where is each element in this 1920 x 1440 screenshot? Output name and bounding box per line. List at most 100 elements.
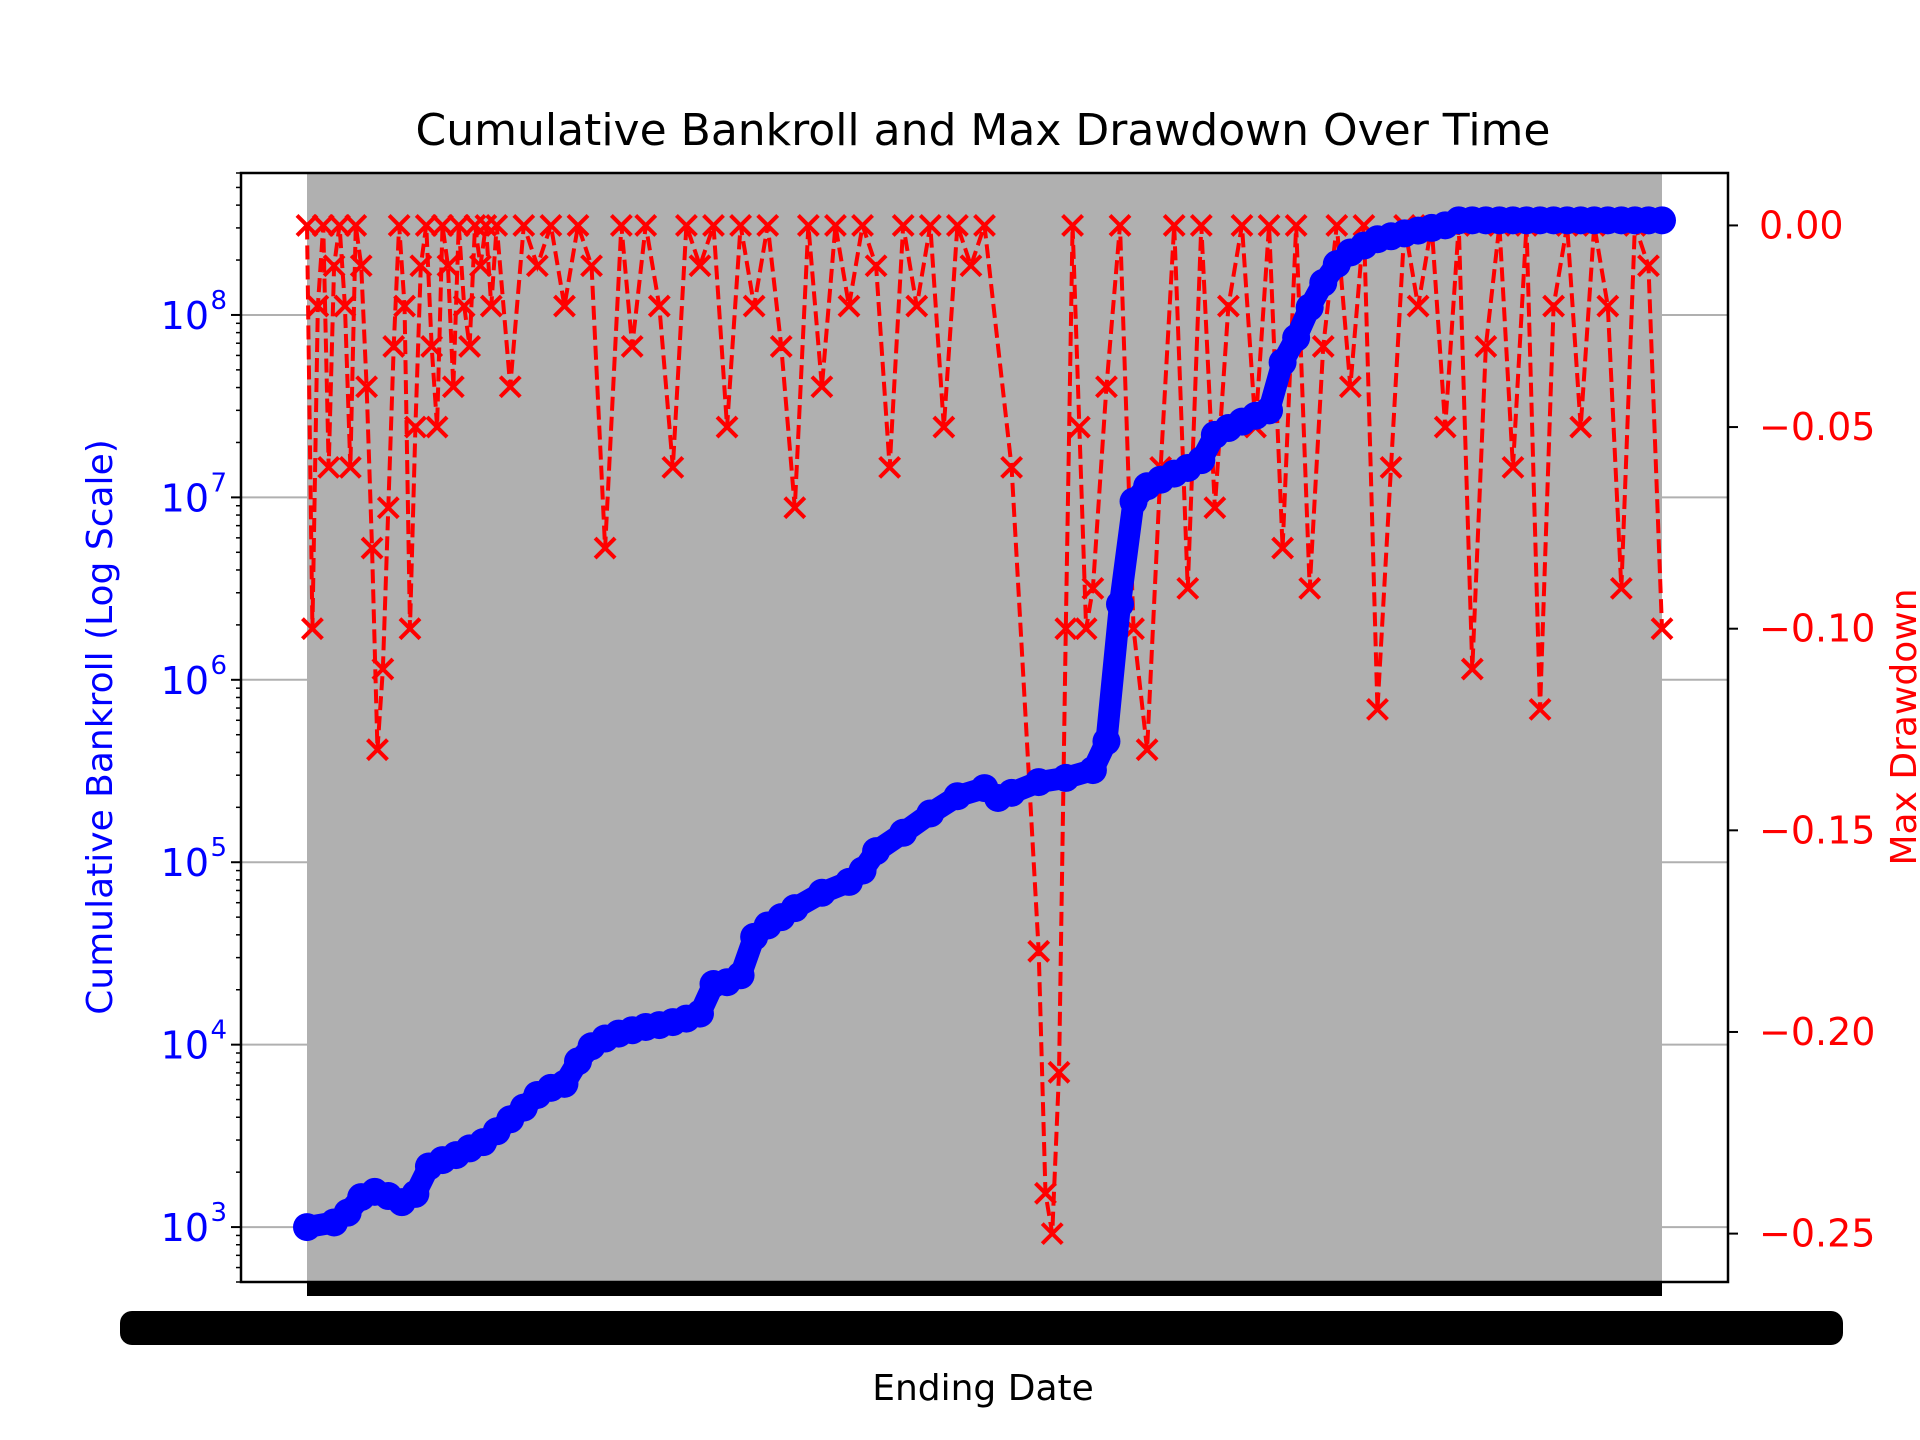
right-tick-label: −0.25: [1759, 1212, 1875, 1256]
drawdown-marker: [1528, 697, 1552, 721]
drawdown-marker: [1379, 455, 1403, 479]
bankroll-marker: [1078, 756, 1107, 785]
drawdown-marker: [469, 254, 492, 278]
drawdown-marker: [512, 214, 536, 237]
left-tick-label: 10: [161, 476, 209, 520]
drawdown-marker: [452, 294, 476, 318]
drawdown-marker: [810, 375, 834, 399]
plot-frame: [239, 171, 1730, 1284]
drawdown-marker: [1176, 576, 1200, 600]
drawdown-marker: [1189, 214, 1213, 237]
drawdown-marker: [1650, 617, 1674, 641]
left-axis-label: Cumulative Bankroll (Log Scale): [80, 439, 121, 1015]
right-tick-label: −0.20: [1759, 1010, 1875, 1054]
drawdown-marker: [420, 334, 444, 358]
drawdown-marker: [580, 254, 603, 278]
drawdown-marker: [431, 214, 454, 237]
bankroll-marker: [1648, 206, 1676, 235]
right-y-axis: 0.00 −0.05 −0.10 −0.15 −0.20 −0.25: [1728, 203, 1875, 1256]
left-tick-label: 10: [161, 659, 209, 703]
drawdown-marker: [1542, 294, 1566, 318]
drawdown-marker: [1569, 415, 1593, 439]
bankroll-marker: [889, 818, 918, 847]
drawdown-marker: [1230, 214, 1254, 237]
drawdown-marker: [403, 415, 427, 439]
drawdown-marker: [322, 254, 346, 278]
chart-title: Cumulative Bankroll and Max Drawdown Ove…: [416, 105, 1551, 156]
drawdown-marker: [1433, 415, 1457, 439]
drawdown-marker: [1040, 1222, 1064, 1246]
bankroll-marker: [916, 799, 945, 828]
drawdown-marker: [566, 214, 590, 237]
bankroll-marker: [1295, 293, 1324, 322]
drawdown-marker: [425, 415, 449, 439]
drawdown-marker: [398, 617, 422, 641]
drawdown-marker: [366, 738, 389, 762]
drawdown-marker: [796, 214, 820, 237]
drawdown-marker: [647, 294, 671, 318]
drawdown-marker: [688, 254, 712, 278]
drawdown-marker: [525, 254, 549, 278]
drawdown-marker: [409, 254, 433, 278]
drawdown-line: [305, 224, 1664, 1234]
drawdown-marker: [824, 214, 847, 237]
drawdown-marker: [837, 294, 861, 318]
x-axis-label: Ending Date: [872, 1368, 1094, 1409]
drawdown-marker: [1135, 738, 1159, 762]
drawdown-marker: [485, 214, 509, 237]
left-tick-exponent: 3: [210, 1198, 227, 1228]
drawdown-marker: [387, 214, 411, 237]
bankroll-marker: [1051, 763, 1080, 792]
drawdown-marker: [458, 334, 482, 358]
drawdown-marker: [1162, 214, 1186, 237]
drawdown-marker: [441, 375, 465, 399]
drawdown-marker: [479, 294, 503, 318]
drawdown-marker: [1637, 254, 1660, 278]
drawdown-marker: [1298, 576, 1322, 600]
drawdown-marker: [959, 254, 983, 278]
drawdown-marker: [317, 455, 341, 479]
drawdown-marker: [634, 214, 658, 237]
bankroll-marker: [862, 837, 891, 866]
drawdown-marker: [447, 214, 471, 237]
drawdown-marker: [702, 214, 725, 237]
drawdown-marker: [1366, 697, 1389, 721]
drawdown-marker: [333, 294, 357, 318]
drawdown-marker: [295, 214, 319, 237]
drawdown-marker: [945, 214, 969, 237]
right-tick-label: −0.10: [1759, 607, 1875, 651]
drawdown-marker: [1034, 1181, 1057, 1205]
left-tick-exponent: 6: [210, 651, 227, 681]
drawdown-marker: [1596, 294, 1620, 318]
drawdown-marker: [1000, 455, 1024, 479]
drawdown-marker: [306, 294, 330, 318]
bankroll-marker: [1282, 323, 1311, 352]
drawdown-marker: [1095, 375, 1118, 399]
bankroll-marker: [780, 894, 809, 923]
drawdown-marker: [973, 214, 996, 237]
bankroll-marker: [1024, 768, 1053, 797]
plot-area: [239, 171, 1730, 1296]
drawdown-marker: [1074, 617, 1098, 641]
drawdown-marker: [783, 496, 807, 520]
drawdown-marker: [742, 294, 766, 318]
drawdown-marker: [620, 334, 644, 358]
drawdown-marker: [1338, 375, 1362, 399]
drawdown-marker: [1501, 455, 1525, 479]
drawdown-marker: [674, 214, 698, 237]
drawdown-marker: [932, 415, 956, 439]
drawdown-marker: [878, 455, 902, 479]
bankroll-marker: [293, 1213, 321, 1242]
left-tick-label: 10: [161, 841, 209, 885]
drawdown-marker: [328, 214, 351, 237]
drawdown-marker: [1474, 334, 1498, 358]
drawdown-marker: [593, 536, 617, 560]
drawdown-marker: [344, 214, 368, 237]
right-tick-label: 0.00: [1759, 203, 1844, 247]
bankroll-marker: [726, 961, 755, 990]
grid-lines: [241, 313, 1728, 1229]
drawdown-marker: [1203, 496, 1227, 520]
left-tick-exponent: 4: [210, 1016, 227, 1046]
bankroll-marker: [401, 1179, 430, 1208]
drawdown-marker: [1054, 617, 1078, 641]
